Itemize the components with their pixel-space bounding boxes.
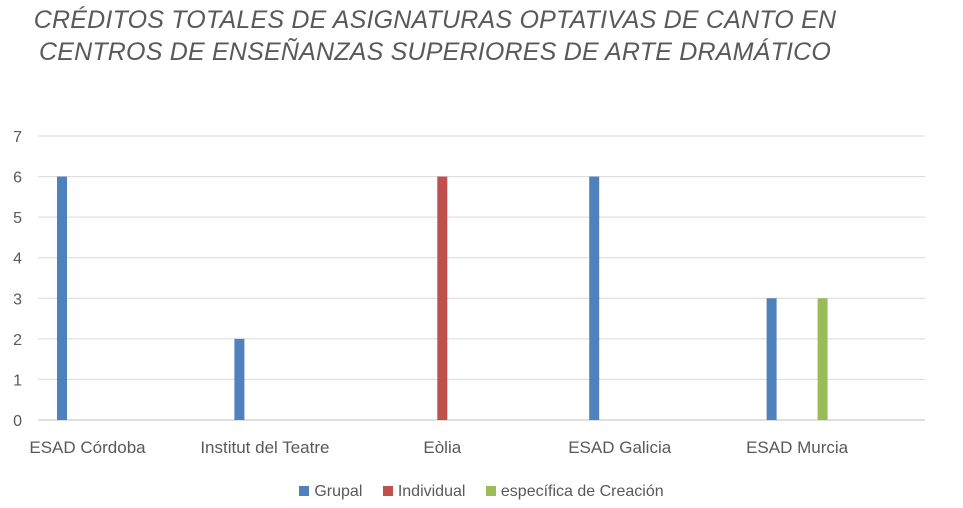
bar-chart: 0 1 2 3 4 5 6 7 ESAD Córdoba Institut del Teatre E… xyxy=(13,129,925,457)
x-tick-label: Institut del Teatre xyxy=(200,438,329,457)
legend-swatch-grupal xyxy=(299,486,310,496)
bar-espec-fica-de-creaci-n-4 xyxy=(817,298,828,420)
x-tick-label: ESAD Galicia xyxy=(568,438,672,457)
bar-grupal-1 xyxy=(234,338,245,420)
bar-grupal-3 xyxy=(589,176,600,420)
y-tick-label: 1 xyxy=(13,372,22,389)
legend-label-individual: Individual xyxy=(397,483,466,500)
bar-grupal-0 xyxy=(57,176,67,420)
y-tick-label: 4 xyxy=(13,251,22,268)
legend-item-individual: Individual xyxy=(382,483,466,501)
y-tick-label: 7 xyxy=(13,129,22,146)
y-tick-label: 3 xyxy=(13,291,22,308)
chart-title-line-2: CENTROS DE ENSEÑANZAS SUPERIORES DE ARTE… xyxy=(38,38,832,66)
bar-individual-2 xyxy=(437,176,448,420)
y-tick-label: 0 xyxy=(13,413,22,430)
x-tick-label: Eòlia xyxy=(423,438,461,457)
x-tick-label: ESAD Córdoba xyxy=(29,438,146,457)
y-tick-label: 5 xyxy=(13,210,22,227)
legend-label-especifica-de-creacion: específica de Creación xyxy=(500,483,664,500)
y-tick-label: 2 xyxy=(13,332,22,349)
bar-grupal-4 xyxy=(766,298,777,420)
x-tick-label: ESAD Murcia xyxy=(746,438,849,457)
chart-legend: Grupal Individual específica de Creación xyxy=(0,483,963,501)
legend-item-especifica-de-creacion: específica de Creación xyxy=(485,483,664,501)
chart-title-line-1: CRÉDITOS TOTALES DE ASIGNATURAS OPTATIVA… xyxy=(33,6,837,34)
legend-item-grupal: Grupal xyxy=(299,483,362,501)
y-tick-label: 6 xyxy=(13,170,22,187)
legend-label-grupal: Grupal xyxy=(314,483,363,500)
legend-swatch-individual xyxy=(382,486,393,496)
chart-title: CRÉDITOS TOTALES DE ASIGNATURAS OPTATIVA… xyxy=(0,4,870,68)
legend-swatch-especifica-de-creacion xyxy=(485,486,496,496)
